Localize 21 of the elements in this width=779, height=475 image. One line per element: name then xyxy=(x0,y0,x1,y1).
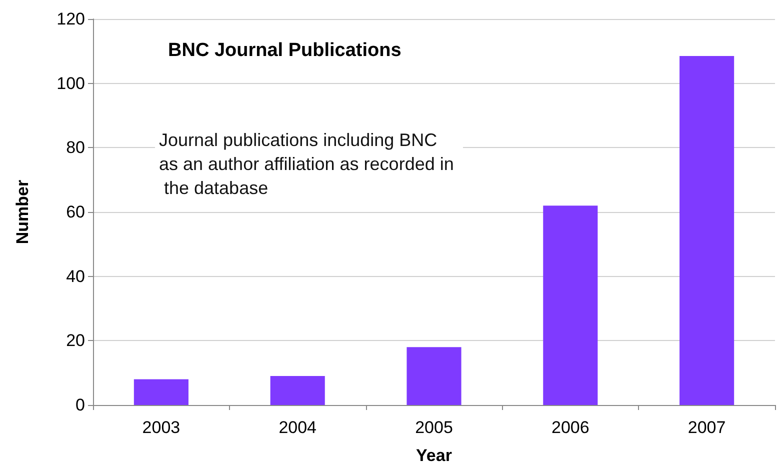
bar xyxy=(134,379,188,405)
x-tick-label: 2003 xyxy=(142,418,180,437)
bar xyxy=(680,56,734,405)
x-tick-label: 2007 xyxy=(688,418,726,437)
text: BNC Journal Publications xyxy=(168,40,402,61)
y-tick-label: 60 xyxy=(66,202,85,222)
y-tick-label: 120 xyxy=(56,10,85,28)
x-axis-title: Year xyxy=(416,446,452,465)
bar xyxy=(543,206,598,405)
y-tick-label: 100 xyxy=(56,74,85,93)
x-tick-label: 2006 xyxy=(551,418,590,437)
bar xyxy=(406,347,462,405)
y-tick-label: 0 xyxy=(76,396,85,414)
bar xyxy=(270,376,325,405)
x-tick-label: 2005 xyxy=(415,418,453,437)
y-tick-label: 20 xyxy=(66,331,85,350)
y-tick-label: 80 xyxy=(66,138,85,158)
x-tick-label: 2004 xyxy=(278,418,317,437)
annotation: Journal publications including BNC as an author affiliation as recorded in the database xyxy=(159,130,454,198)
y-tick-label: 40 xyxy=(66,266,85,286)
y-axis-title: Number xyxy=(13,180,32,244)
